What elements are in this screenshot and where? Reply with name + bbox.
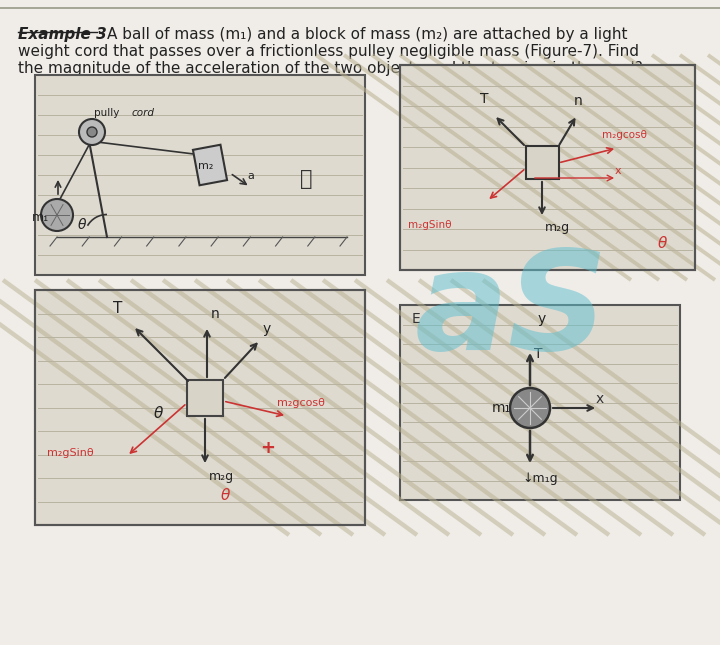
Text: $\theta$: $\theta$ bbox=[657, 235, 668, 251]
Text: T: T bbox=[113, 301, 122, 316]
Text: m₂g: m₂g bbox=[545, 221, 570, 234]
Text: cord: cord bbox=[132, 108, 155, 118]
Text: m₂gSinθ: m₂gSinθ bbox=[47, 448, 94, 458]
Text: n: n bbox=[574, 94, 582, 108]
Bar bbox=[400, 65, 695, 270]
Bar bbox=[187, 380, 223, 416]
Text: a: a bbox=[247, 171, 254, 181]
Text: m₂gcosθ: m₂gcosθ bbox=[277, 398, 325, 408]
Bar bbox=[526, 146, 559, 179]
Bar bbox=[193, 144, 227, 185]
Text: n: n bbox=[211, 307, 220, 321]
Bar bbox=[400, 65, 695, 270]
Text: E: E bbox=[412, 312, 420, 326]
Text: m₂: m₂ bbox=[198, 161, 214, 171]
Text: : A ball of mass (m₁) and a block of mass (m₂) are attached by a light: : A ball of mass (m₁) and a block of mas… bbox=[97, 27, 628, 42]
Circle shape bbox=[79, 119, 105, 145]
Text: $\theta$: $\theta$ bbox=[153, 405, 164, 421]
Bar bbox=[35, 75, 365, 275]
Text: m₂g: m₂g bbox=[209, 470, 234, 483]
Text: m₂gSinθ: m₂gSinθ bbox=[408, 220, 451, 230]
Text: aS: aS bbox=[415, 244, 608, 379]
Text: y: y bbox=[263, 322, 271, 336]
Bar bbox=[400, 305, 680, 500]
Text: ↓m₁g: ↓m₁g bbox=[522, 472, 557, 485]
Text: m₁: m₁ bbox=[492, 401, 511, 415]
Text: T: T bbox=[480, 92, 488, 106]
Bar bbox=[35, 290, 365, 525]
Text: T: T bbox=[534, 347, 542, 361]
Text: x: x bbox=[615, 166, 621, 176]
Circle shape bbox=[510, 388, 550, 428]
Text: y: y bbox=[538, 312, 546, 326]
Text: x: x bbox=[596, 392, 604, 406]
Text: weight cord that passes over a frictionless pulley negligible mass (Figure-7). F: weight cord that passes over a frictionl… bbox=[18, 44, 639, 59]
Bar bbox=[35, 290, 365, 525]
Text: the magnitude of the acceleration of the two objects and the tension in the cord: the magnitude of the acceleration of the… bbox=[18, 61, 643, 76]
Text: $\theta$: $\theta$ bbox=[220, 487, 231, 503]
Text: Example 3: Example 3 bbox=[18, 27, 107, 42]
Text: ⓐ: ⓐ bbox=[300, 169, 312, 189]
Text: pully: pully bbox=[94, 108, 120, 118]
Text: m₁: m₁ bbox=[32, 211, 49, 224]
Text: +: + bbox=[260, 439, 275, 457]
Circle shape bbox=[87, 127, 97, 137]
Text: $\theta$: $\theta$ bbox=[77, 217, 87, 232]
Circle shape bbox=[41, 199, 73, 231]
Text: m₂gcosθ: m₂gcosθ bbox=[602, 130, 647, 140]
